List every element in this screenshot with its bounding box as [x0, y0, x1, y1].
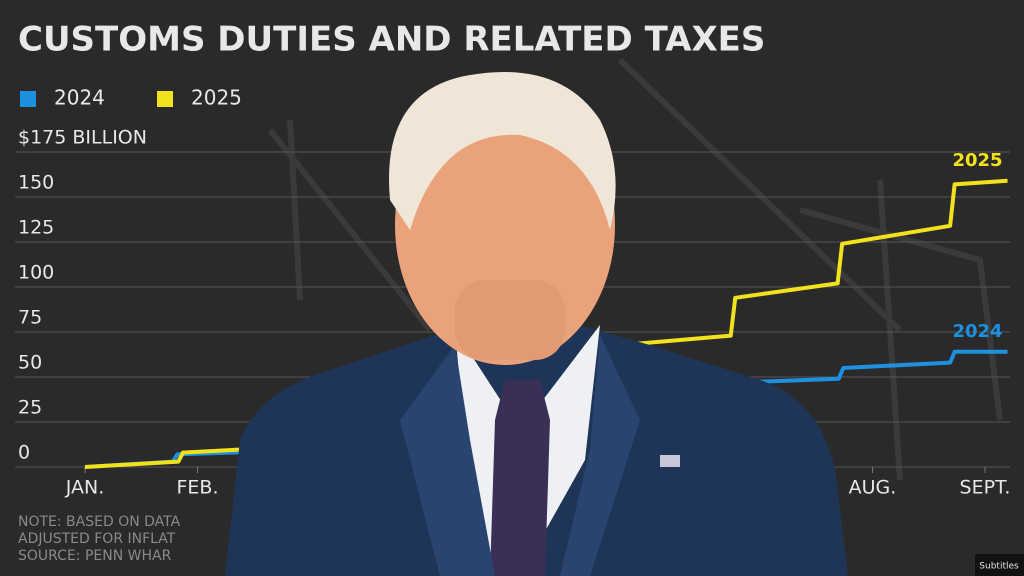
background-cranes [267, 57, 1003, 481]
person-photo [225, 72, 848, 576]
legend-swatch [20, 91, 36, 107]
note: SOURCE: PENN WHAR [18, 548, 172, 564]
chart-title: CUSTOMS DUTIES AND RELATED TAXES [18, 20, 765, 60]
neck [455, 280, 565, 360]
legend-label: 2025 [191, 86, 242, 110]
y-tick-label: 125 [18, 217, 54, 239]
y-tick-label: 50 [18, 352, 42, 374]
legend-label: 2024 [54, 86, 105, 110]
y-tick-label: $175 BILLION [18, 127, 147, 149]
y-tick-label: 150 [18, 172, 54, 194]
x-tick-label: AUG. [849, 477, 897, 499]
note: ADJUSTED FOR INFLAT [18, 531, 176, 547]
y-tick-label: 100 [18, 262, 54, 284]
series-end-label: 2025 [952, 150, 1002, 171]
lapels [400, 335, 640, 576]
hair [389, 72, 616, 230]
x-tick-label: JAN. [65, 477, 105, 499]
flag-pin [660, 455, 680, 467]
series-end-label: 2024 [952, 321, 1002, 342]
y-tick-label: 25 [18, 397, 42, 419]
y-tick-label: 0 [18, 442, 30, 464]
subtitles-button[interactable]: Subtitles [979, 562, 1019, 572]
subtitles-button-bg[interactable] [975, 554, 1024, 576]
x-tick-label: SEPT. [960, 477, 1011, 499]
x-tick-label: FEB. [176, 477, 218, 499]
y-tick-label: 75 [18, 307, 42, 329]
note: NOTE: BASED ON DATA [18, 514, 181, 530]
tie [490, 380, 550, 576]
legend-swatch [157, 91, 173, 107]
